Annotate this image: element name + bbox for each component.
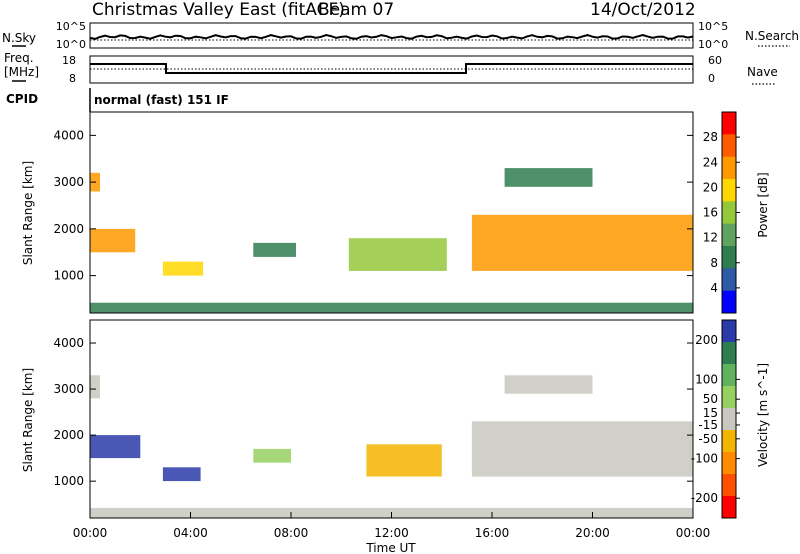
colorbar-swatch: [722, 320, 736, 343]
colorbar-tick-label: 24: [703, 155, 718, 169]
nave-tick-0: 0: [708, 72, 715, 85]
power-heatmap: [90, 168, 693, 313]
x-tick-label: 04:00: [173, 526, 208, 540]
power-scatter-region: [90, 302, 693, 313]
x-tick-label: 16:00: [475, 526, 510, 540]
colorbar-swatch: [722, 179, 736, 202]
x-tick-label: 00:00: [676, 526, 711, 540]
colorbar-swatch: [722, 364, 736, 387]
colorbar-tick-label: -15: [698, 418, 718, 432]
velocity-colorbar-label: Velocity [m s^-1]: [756, 363, 770, 467]
freq-tick-18: 18: [62, 54, 76, 67]
nsearch-label: N.Search: [745, 29, 799, 43]
velocity-heatmap: [90, 375, 693, 518]
date-label: 14/Oct/2012: [590, 0, 696, 20]
colorbar-swatch: [722, 290, 736, 314]
colorbar-swatch: [722, 246, 736, 269]
power-scatter-region: [504, 168, 593, 187]
power-y-axis-label: Slant Range [km]: [21, 161, 35, 265]
nave-label: Nave: [747, 65, 778, 79]
colorbar-swatch: [722, 430, 736, 453]
colorbar-tick-label: 15: [703, 406, 718, 420]
nave-tick-60: 60: [708, 54, 722, 67]
frequency-panel: Freq. [MHz] 18 8 60 0 Nave CPID normal (…: [4, 51, 778, 112]
velocity-y-axis: 1000 2000 3000 4000: [53, 336, 693, 488]
nsearch-tick-top: 10^5: [698, 20, 728, 33]
colorbar-swatch: [722, 268, 736, 292]
colorbar-swatch: [722, 386, 736, 409]
colorbar-tick-label: -50: [698, 432, 718, 446]
colorbar-swatch: [722, 201, 736, 225]
freq-tick-8: 8: [69, 72, 76, 85]
nsky-tick-bottom: 10^0: [56, 38, 86, 51]
nsky-tick-top: 10^5: [56, 20, 86, 33]
freq-unit: [MHz]: [4, 65, 39, 79]
colorbar-swatch: [722, 112, 736, 135]
y-tick-label: 2000: [53, 222, 84, 236]
colorbar-swatch: [722, 342, 736, 365]
nsky-label: N.Sky: [2, 31, 36, 45]
cpid-label: CPID: [6, 92, 38, 106]
y-tick-label: 4000: [53, 336, 84, 350]
velocity-scatter-region: [90, 375, 100, 399]
power-colorbar: 4 8 12 16 20 24 28: [703, 111, 740, 314]
x-tick-label: 12:00: [374, 526, 409, 540]
colorbar-tick-label: 20: [703, 180, 718, 194]
frequency-trace: [90, 63, 693, 74]
velocity-scatter-region: [366, 444, 442, 477]
time-x-axis: 00:00 04:00 08:00 12:00 16:00 20:00 00:00: [73, 512, 711, 540]
y-tick-label: 4000: [53, 128, 84, 142]
colorbar-tick-label: 200: [695, 333, 718, 347]
cpid-text: normal (fast) 151 IF: [94, 93, 229, 107]
colorbar-swatch: [722, 408, 736, 431]
colorbar-tick-label: 8: [710, 256, 718, 270]
y-tick-label: 3000: [53, 175, 84, 189]
colorbar-tick-label: 16: [703, 206, 718, 220]
status-panel: N.Sky 10^5 10^0 10^5 10^0 N.Search: [2, 20, 799, 51]
velocity-scatter-region: [90, 435, 141, 459]
nsearch-tick-bottom: 10^0: [698, 38, 728, 51]
velocity-scatter-region: [504, 375, 593, 394]
freq-label: Freq.: [4, 51, 34, 65]
colorbar-swatch: [722, 156, 736, 180]
colorbar-swatch: [722, 474, 736, 497]
power-scatter-region: [471, 214, 693, 271]
colorbar-swatch: [722, 134, 736, 158]
colorbar-tick-label: 12: [703, 231, 718, 245]
x-tick-label: 20:00: [575, 526, 610, 540]
station-title: Christmas Valley East (fitACF): [92, 0, 345, 20]
beam-label: Beam 07: [318, 0, 394, 20]
colorbar-swatch: [722, 496, 736, 519]
colorbar-swatch: [722, 452, 736, 475]
power-colorbar-label: Power [dB]: [756, 172, 770, 237]
colorbar-tick-label: 28: [703, 130, 718, 144]
power-scatter-region: [253, 242, 296, 257]
power-panel: 1000 2000 3000 4000 Slant Range [km] 4 8 12 16…: [21, 111, 770, 314]
power-scatter-region: [162, 261, 204, 276]
velocity-y-axis-label: Slant Range [km]: [21, 368, 35, 472]
colorbar-tick-label: 100: [695, 372, 718, 386]
power-scatter-region: [90, 228, 136, 253]
colorbar-tick-label: 50: [703, 392, 718, 406]
colorbar-swatch: [722, 223, 736, 247]
y-tick-label: 1000: [53, 269, 84, 283]
y-tick-label: 1000: [53, 474, 84, 488]
colorbar-tick-label: -100: [691, 452, 718, 466]
y-tick-label: 2000: [53, 428, 84, 442]
x-tick-label: 00:00: [73, 526, 108, 540]
y-tick-label: 3000: [53, 382, 84, 396]
x-tick-label: 08:00: [274, 526, 309, 540]
velocity-scatter-region: [471, 421, 693, 477]
power-y-axis: 1000 2000 3000 4000: [53, 128, 693, 283]
colorbar-tick-label: -200: [691, 491, 718, 505]
velocity-scatter-region: [162, 467, 201, 482]
colorbar-tick-label: 4: [710, 281, 718, 295]
time-x-axis-label: Time UT: [365, 541, 416, 554]
power-scatter-region: [348, 238, 447, 271]
velocity-scatter-region: [253, 448, 291, 463]
nsky-trace: [89, 33, 694, 40]
